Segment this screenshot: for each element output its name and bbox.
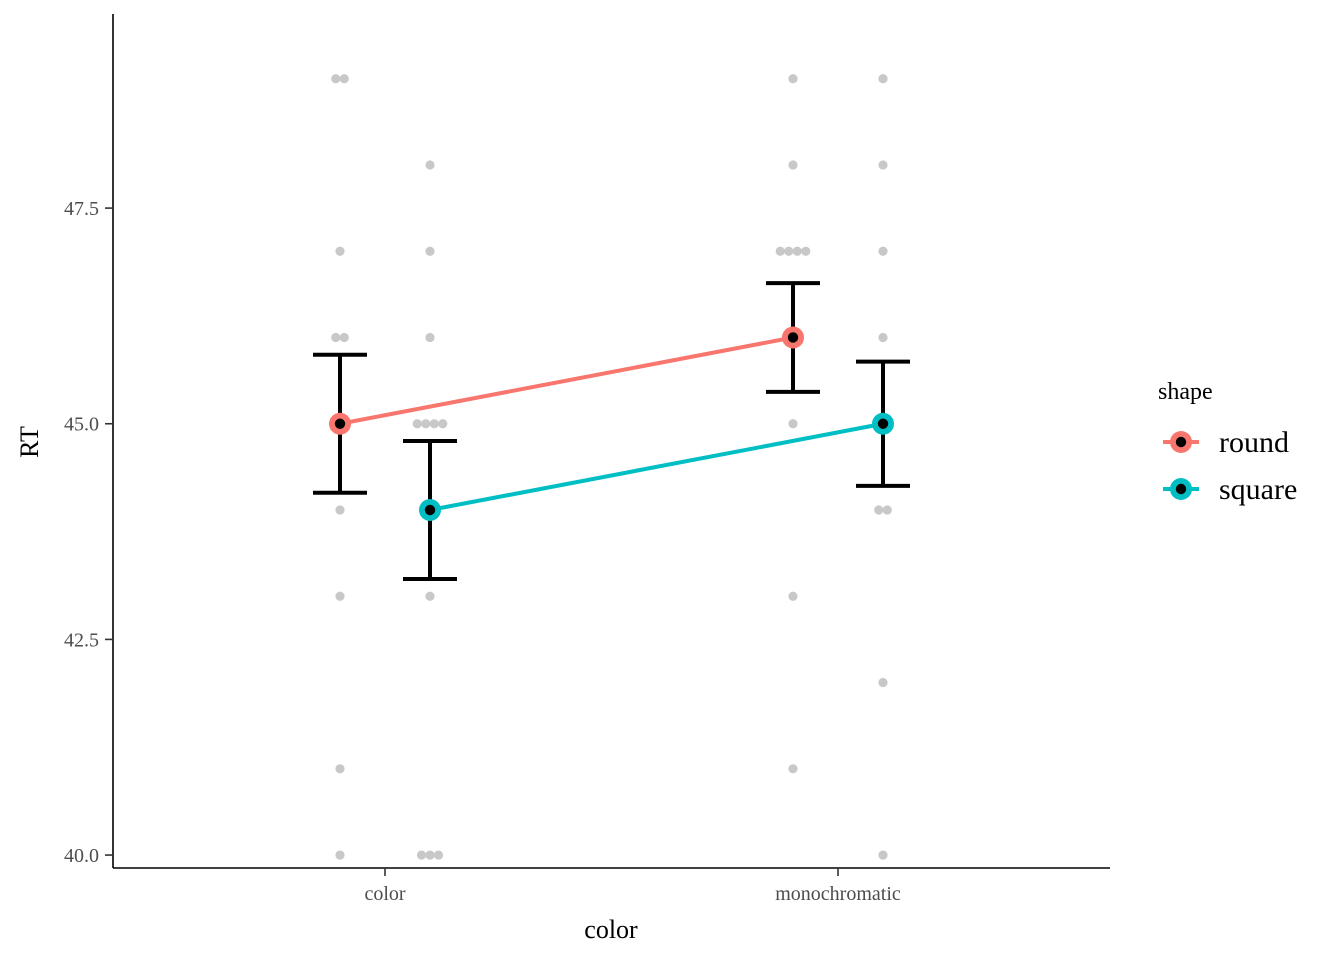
raw-data-point bbox=[878, 74, 888, 84]
raw-data-point bbox=[801, 246, 811, 256]
raw-data-point bbox=[433, 850, 444, 860]
raw-data-point bbox=[878, 850, 888, 860]
raw-data-point bbox=[335, 591, 345, 601]
series-line-square bbox=[429, 421, 884, 512]
legend-label: square bbox=[1219, 473, 1297, 506]
mean-point-round bbox=[329, 412, 351, 435]
raw-data-point bbox=[429, 419, 439, 429]
y-axis-title: RT bbox=[15, 426, 44, 458]
raw-data-point bbox=[784, 246, 794, 256]
raw-data-point bbox=[878, 677, 888, 688]
raw-data-point bbox=[788, 764, 798, 774]
legend-key-center bbox=[1175, 483, 1187, 495]
axes-layer bbox=[112, 14, 1110, 869]
raw-data-point bbox=[416, 850, 427, 860]
y-tick-label: 42.5 bbox=[64, 629, 99, 651]
raw-data-point bbox=[425, 246, 435, 256]
raw-data-point bbox=[335, 764, 345, 774]
raw-data-point bbox=[788, 591, 798, 601]
raw-data-point bbox=[339, 332, 349, 343]
mean-point-square bbox=[419, 499, 441, 522]
series-lines-layer bbox=[339, 335, 884, 512]
raw-data-point bbox=[425, 332, 435, 343]
y-ticks: 40.0 42.5 45.0 47.5 bbox=[64, 198, 113, 867]
mean-point-round bbox=[782, 326, 804, 349]
raw-data-point bbox=[335, 246, 345, 256]
raw-data-point bbox=[882, 505, 892, 515]
raw-data-point bbox=[425, 591, 435, 601]
y-tick-label: 40.0 bbox=[64, 845, 99, 867]
legend: shape round square bbox=[1158, 379, 1297, 506]
raw-data-point bbox=[331, 332, 341, 343]
legend-items: round square bbox=[1163, 426, 1297, 506]
x-ticks: color monochromatic bbox=[364, 868, 901, 905]
legend-title: shape bbox=[1158, 379, 1213, 405]
x-tick-label: color bbox=[364, 883, 405, 905]
raw-data-point bbox=[425, 160, 435, 170]
legend-item-square: square bbox=[1163, 473, 1297, 506]
y-tick-label: 47.5 bbox=[64, 198, 99, 220]
legend-item-round: round bbox=[1163, 426, 1289, 459]
raw-data-point bbox=[788, 419, 798, 429]
raw-data-point bbox=[412, 419, 422, 429]
raw-data-point bbox=[339, 74, 349, 84]
raw-data-point bbox=[788, 160, 798, 170]
mean-point-square bbox=[872, 412, 894, 435]
error-bars-layer bbox=[313, 281, 910, 582]
raw-data-point bbox=[425, 850, 435, 860]
legend-key-center bbox=[1175, 436, 1187, 448]
legend-label: round bbox=[1219, 426, 1289, 459]
raw-data-point bbox=[335, 850, 345, 860]
raw-data-point bbox=[878, 160, 888, 170]
raw-data-point bbox=[335, 505, 345, 515]
mean-points-layer bbox=[329, 326, 894, 522]
series-line-round bbox=[339, 335, 794, 426]
raw-data-point bbox=[874, 505, 884, 515]
raw-points-layer bbox=[331, 74, 892, 860]
raw-data-point bbox=[788, 74, 798, 84]
raw-data-point bbox=[331, 74, 341, 84]
raw-data-point bbox=[792, 246, 802, 256]
x-tick-label: monochromatic bbox=[775, 883, 901, 905]
y-tick-label: 45.0 bbox=[64, 414, 99, 436]
x-axis-title: color bbox=[584, 915, 638, 944]
raw-data-point bbox=[775, 246, 785, 256]
raw-data-point bbox=[438, 419, 448, 429]
raw-data-point bbox=[421, 419, 431, 429]
raw-data-point bbox=[878, 246, 888, 256]
raw-data-point bbox=[878, 332, 888, 343]
